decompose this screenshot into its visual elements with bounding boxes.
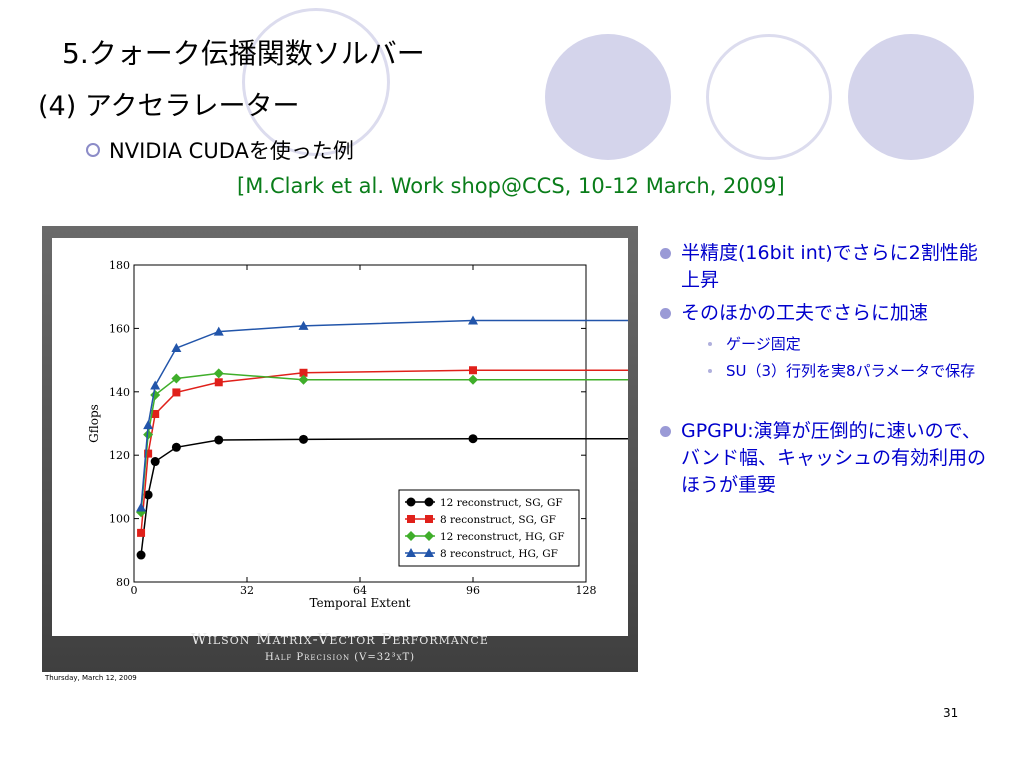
data-point (136, 502, 147, 512)
slide-title: 5.クォーク伝播関数ソルバー (62, 37, 425, 70)
sub-bullet-text: ゲージ固定 (726, 335, 801, 353)
data-point (214, 435, 224, 445)
data-point (469, 366, 477, 375)
page-number: 31 (943, 706, 959, 720)
y-tick-label: 140 (109, 386, 130, 399)
sub-bullet-dot-icon (708, 369, 712, 373)
decorative-circle-3 (706, 34, 832, 160)
data-point (143, 429, 154, 440)
data-point (136, 550, 146, 560)
x-tick-label: 0 (131, 584, 138, 597)
data-point (299, 434, 308, 444)
right-bullet-text: GPGPU:演算が圧倒的に速いので、バンド幅、キャッシュの有効利用のほうが重要 (681, 420, 986, 496)
y-tick-label: 80 (116, 576, 130, 589)
performance-chart: 80 100 120 140 160 180 0 32 64 96 128 Temporal Exte… (87, 259, 817, 610)
data-point (213, 326, 224, 336)
data-point (143, 420, 154, 430)
data-point (468, 434, 478, 444)
legend-label: 12 reconstruct, HG, GF (440, 531, 565, 543)
right-bullet-3: GPGPU:演算が圧倒的に速いので、バンド幅、キャッシュの有効利用のほうが重要 (658, 418, 988, 499)
y-axis-label: Gflops (87, 404, 101, 443)
x-tick-label: 96 (466, 584, 480, 597)
date-stamp: Thursday, March 12, 2009 (45, 674, 137, 682)
legend-marker (406, 497, 416, 507)
legend-marker (424, 497, 434, 507)
series-line-2 (140, 369, 812, 533)
data-point (137, 528, 146, 537)
y-tick-label: 180 (109, 259, 130, 272)
data-point (214, 378, 223, 387)
data-point (144, 449, 153, 458)
data-point (213, 368, 224, 379)
decorative-circle-2 (545, 34, 671, 160)
legend-label: 8 reconstruct, HG, GF (440, 548, 558, 560)
sub-bullet: ゲージ固定 (708, 333, 988, 355)
right-bullet-2: そのほかの工夫でさらに加速 (658, 300, 988, 327)
citation: [M.Clark et al. Work shop@CCS, 10-12 Mar… (237, 174, 785, 198)
data-point (468, 374, 478, 385)
y-tick-label: 160 (109, 322, 130, 335)
right-bullet-text: そのほかの工夫でさらに加速 (681, 302, 929, 324)
legend-marker (424, 548, 434, 557)
intro-bullet: NVIDIA CUDAを使った例 (86, 135, 354, 165)
legend-marker (425, 515, 433, 523)
figure-caption-title: Wilson Matrix-Vector Performance (191, 630, 489, 648)
legend-marker (407, 515, 415, 523)
data-point (171, 373, 182, 384)
data-point (298, 320, 309, 330)
bullet-dot-icon (660, 248, 671, 259)
data-point (468, 315, 478, 325)
intro-bullet-text: NVIDIA CUDAを使った例 (109, 139, 354, 163)
data-point (171, 442, 181, 452)
data-point (151, 409, 160, 418)
y-tick-label: 100 (109, 513, 130, 526)
plot-panel: 80 100 120 140 160 180 0 32 64 96 128 Temporal Exte… (52, 238, 817, 636)
right-bullet-list: 半精度(16bit int)でさらに2割性能上昇そのほかの工夫でさらに加速ゲージ… (658, 240, 988, 505)
sub-bullet: SU（3）行列を実8パラメータで保存 (708, 360, 988, 382)
hollow-bullet-icon (86, 143, 100, 157)
data-point (143, 490, 153, 500)
decorative-circle-4 (848, 34, 974, 160)
right-bullet-1: 半精度(16bit int)でさらに2割性能上昇 (658, 240, 988, 294)
slide-subtitle: (4) アクセラレーター (38, 91, 300, 122)
right-bullet-text: 半精度(16bit int)でさらに2割性能上昇 (681, 242, 978, 291)
x-tick-label: 64 (353, 584, 367, 597)
data-point (299, 368, 308, 377)
legend-label: 8 reconstruct, SG, GF (440, 514, 556, 526)
x-tick-label: 128 (576, 584, 597, 597)
x-axis-label: Temporal Extent (309, 596, 410, 610)
data-point (150, 457, 160, 467)
bullet-dot-icon (660, 426, 671, 437)
x-tick-label: 32 (240, 584, 254, 597)
legend-label: 12 reconstruct, SG, GF (440, 497, 563, 509)
y-tick-label: 120 (109, 449, 130, 462)
legend-marker (406, 548, 416, 557)
figure-caption-subtitle: Half Precision (V=32³xT) (264, 652, 416, 663)
bullet-dot-icon (660, 308, 671, 319)
series-line-4 (140, 319, 812, 508)
sub-bullet-dot-icon (708, 342, 712, 346)
data-point (298, 374, 309, 385)
data-point (171, 343, 182, 353)
legend-marker (424, 531, 434, 541)
legend-marker (406, 531, 416, 541)
series-line-1 (140, 437, 812, 556)
sub-bullet-text: SU（3）行列を実8パラメータで保存 (726, 362, 976, 380)
chart-figure: 80 100 120 140 160 180 0 32 64 96 128 Temporal Exte… (42, 226, 817, 672)
data-point (172, 388, 181, 397)
decorative-circle-1 (242, 8, 390, 156)
data-point (150, 380, 161, 390)
